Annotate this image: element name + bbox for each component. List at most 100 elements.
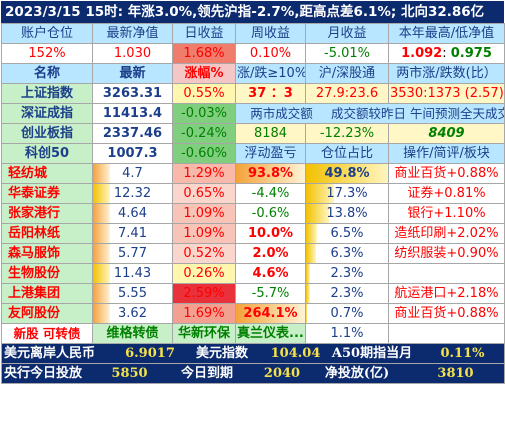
fx-row: 美元离岸人民币 6.9017 美元指数 104.04 A50期指当月 0.11% (1, 343, 505, 364)
stock-weight: 13.8% (305, 203, 389, 224)
stock-name[interactable]: 轻纺城 (1, 163, 93, 184)
index-last: 3263.31 (92, 83, 173, 104)
stock-change: 1.09% (172, 223, 236, 244)
maturity-value: 2040 (263, 366, 301, 381)
stock-name[interactable]: 上港集团 (1, 283, 93, 304)
stock-last: 7.41 (92, 223, 173, 244)
stock-pnl: -5.7% (235, 283, 306, 304)
col-change: 涨幅% (172, 63, 236, 84)
index-row: 上证指数 3263.31 0.55% 37 ：3 27.9:23.6 3530:… (1, 83, 505, 104)
injection-value: 5850 (111, 366, 148, 381)
month-return: -5.01% (305, 43, 389, 64)
year-low: 0.975 (450, 45, 492, 61)
stock-weight: 6.5% (305, 223, 389, 244)
stock-sector-note: 商业百货+0.88% (388, 303, 505, 324)
index-row: 创业板指 2337.46 -0.24% 8184 -12.23% 8409 (1, 123, 505, 144)
stock-name[interactable]: 森马服饰 (1, 243, 93, 264)
stock-pnl: 93.8% (235, 163, 306, 184)
index-last: 1007.3 (92, 143, 173, 164)
stock-weight: 49.8% (305, 163, 389, 184)
index-name: 深证成指 (1, 103, 93, 124)
header-week: 周收益 (235, 23, 306, 44)
index-name: 科创50 (1, 143, 93, 164)
holding-row[interactable]: 轻纺城 4.7 1.29% 93.8% 49.8% 商业百货+0.88% (1, 163, 505, 184)
holding-row[interactable]: 张家港行 4.64 1.09% -0.6% 13.8% 银行+1.10% (1, 203, 505, 224)
a50-value: 0.11% (440, 346, 485, 361)
index-name: 创业板指 (1, 123, 93, 144)
maturity-label: 今日到期 (180, 366, 233, 381)
col-breadth: 两市涨/跌数(比） (388, 63, 505, 84)
col-note: 操作/简评/板块 (388, 143, 505, 164)
convertible-row: 新股 可转债 维格转债 华新环保 真兰仪表... 1.1% (1, 323, 505, 344)
turnover-value: 8184 (235, 123, 306, 144)
stock-name[interactable]: 岳阳林纸 (1, 223, 93, 244)
turnover-label: 两市成交额 (250, 105, 313, 121)
stock-change: 1.69% (172, 303, 236, 324)
net-label: 净投放(亿) (324, 366, 390, 381)
stock-pnl: 264.1% (235, 303, 306, 324)
stock-change: 1.09% (172, 203, 236, 224)
ipo-convert-label: 新股 可转债 (1, 323, 93, 344)
stock-sector-note: 商业百货+0.88% (388, 163, 505, 184)
col-last: 最新 (92, 63, 173, 84)
stock-pnl: -0.6% (235, 203, 306, 224)
stock-last: 5.55 (92, 283, 173, 304)
stock-name[interactable]: 友阿股份 (1, 303, 93, 324)
account-values-row: 152% 1.030 1.68% 0.10% -5.01% 1.092: 0.9… (1, 43, 505, 64)
holding-row[interactable]: 华泰证券 12.32 0.65% -4.4% 17.3% 证券+0.81% (1, 183, 505, 204)
year-high: 1.092 (401, 45, 443, 61)
stock-pnl: -4.4% (235, 183, 306, 204)
stock-weight: 2.3% (305, 263, 389, 284)
stock-name[interactable]: 生物股份 (1, 263, 93, 284)
day-return: 1.68% (172, 43, 236, 64)
week-return: 0.10% (235, 43, 306, 64)
stock-last: 4.64 (92, 203, 173, 224)
dxy-label: 美元指数 (195, 346, 248, 361)
stock-change: 1.29% (172, 163, 236, 184)
col-pnl: 浮动盈亏 (235, 143, 306, 164)
index-change: -0.24% (172, 123, 236, 144)
stock-last: 3.62 (92, 303, 173, 324)
injection-label: 央行今日投放 (4, 366, 83, 381)
stock-change: 2.59% (172, 283, 236, 304)
stock-name[interactable]: 张家港行 (1, 203, 93, 224)
summary-banner: 2023/3/15 15时: 年涨3.0%,领先沪指-2.7%,距高点差6.1%… (1, 1, 504, 23)
dxy-value: 104.04 (270, 346, 321, 361)
pboc-row: 央行今日投放 5850 今日到期 2040 净投放(亿) 3810 (1, 363, 505, 384)
pboc-line: 央行今日投放 5850 今日到期 2040 净投放(亿) 3810 (1, 363, 505, 384)
convert-bond-2[interactable]: 华新环保 (172, 323, 236, 344)
a50-label: A50期指当月 (331, 346, 413, 361)
holding-row[interactable]: 森马服饰 5.77 0.52% 2.0% 6.3% 纺织服装+0.90% (1, 243, 505, 264)
index-row: 深证成指 11413.4 -0.03% 两市成交额 成交额较昨日 午间预测全天成… (1, 103, 505, 124)
index-name: 上证指数 (1, 83, 93, 104)
convert-bond-3[interactable]: 真兰仪表... (235, 323, 306, 344)
holding-row[interactable]: 友阿股份 3.62 1.69% 264.1% 0.7% 商业百货+0.88% (1, 303, 505, 324)
index-change: 0.55% (172, 83, 236, 104)
year-high-low: 1.092: 0.975 (388, 43, 505, 64)
stock-weight: 17.3% (305, 183, 389, 204)
account-header-row: 账户仓位 最新净值 日收益 周收益 月收益 本年最高/低净值 (1, 23, 505, 44)
market-breadth: 3530:1373 (2.57) (388, 83, 505, 104)
index-row: 科创50 1007.3 -0.60% 浮动盈亏 仓位占比 操作/简评/板块 (1, 143, 505, 164)
holding-row[interactable]: 生物股份 11.43 0.26% 4.6% 2.3% (1, 263, 505, 284)
convert-bond-1[interactable]: 维格转债 (92, 323, 173, 344)
turnover-labels: 两市成交额 成交额较昨日 午间预测全天成交额 (235, 103, 505, 124)
col-limit: 涨/跌≥10% (235, 63, 306, 84)
stock-weight: 0.7% (305, 303, 389, 324)
holdings-list: 轻纺城 4.7 1.29% 93.8% 49.8% 商业百货+0.88% 华泰证券 12.32… (1, 163, 505, 324)
holding-row[interactable]: 岳阳林纸 7.41 1.09% 10.0% 6.5% 造纸印刷+2.02% (1, 223, 505, 244)
stock-name[interactable]: 华泰证券 (1, 183, 93, 204)
stock-sector-note: 证券+0.81% (388, 183, 505, 204)
stock-change: 0.26% (172, 263, 236, 284)
col-weight: 仓位占比 (305, 143, 389, 164)
col-connect: 沪/深股通 (305, 63, 389, 84)
dashboard-table: 账户仓位 最新净值 日收益 周收益 月收益 本年最高/低净值 152% 1.03… (1, 23, 505, 384)
convert-note (388, 323, 505, 344)
stock-last: 4.7 (92, 163, 173, 184)
net-value: 3810 (437, 366, 474, 381)
holding-row[interactable]: 上港集团 5.55 2.59% -5.7% 2.3% 航运港口+2.18% (1, 283, 505, 304)
stock-sector-note: 航运港口+2.18% (388, 283, 505, 304)
connect-flow: 27.9:23.6 (305, 83, 389, 104)
turnover-forecast-label: 午间预测全天成交额 (410, 105, 504, 121)
